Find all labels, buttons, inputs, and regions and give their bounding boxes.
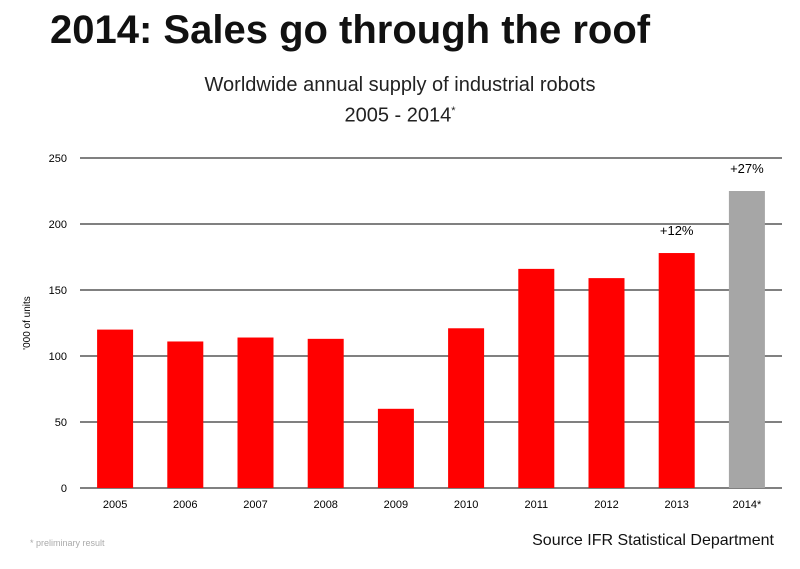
y-tick-label: 250 (49, 153, 67, 165)
bar (728, 191, 765, 488)
bar (97, 329, 134, 488)
chart-subtitle: Worldwide annual supply of industrial ro… (0, 72, 800, 129)
data-annotation: +27% (730, 161, 764, 176)
footnote: * preliminary result (30, 538, 105, 548)
source-note: Source IFR Statistical Department (532, 532, 774, 549)
x-tick-label: 2011 (524, 499, 548, 511)
y-axis-label: '000 of units (22, 296, 33, 350)
bar (307, 338, 344, 488)
data-annotation: +12% (660, 223, 694, 238)
y-tick-label: 50 (55, 417, 67, 429)
x-tick-label: 2012 (594, 499, 618, 511)
x-tick-label: 2013 (664, 499, 688, 511)
bar (518, 268, 555, 488)
x-tick-label: 2005 (103, 499, 127, 511)
x-tick-label: 2006 (173, 499, 197, 511)
bar (658, 253, 695, 488)
subtitle-line-1: Worldwide annual supply of industrial ro… (204, 74, 596, 96)
bar (377, 408, 414, 488)
subtitle-line-2: 2005 - 2014* (0, 98, 800, 129)
x-tick-label: 2010 (454, 499, 478, 511)
y-tick-label: 200 (49, 219, 67, 231)
bar (237, 337, 274, 488)
x-tick-label: 2008 (313, 499, 337, 511)
x-tick-label: 2014* (733, 499, 762, 511)
bar (588, 278, 625, 488)
bar (448, 328, 485, 488)
x-tick-label: 2007 (243, 499, 267, 511)
x-tick-label: 2009 (384, 499, 408, 511)
y-tick-label: 150 (49, 285, 67, 297)
headline: 2014: Sales go through the roof (50, 8, 651, 52)
preliminary-marker: * (451, 105, 456, 117)
bar (167, 341, 204, 488)
y-tick-label: 0 (61, 483, 67, 495)
y-tick-label: 100 (49, 351, 67, 363)
subtitle-years: 2005 - 2014 (344, 104, 452, 127)
